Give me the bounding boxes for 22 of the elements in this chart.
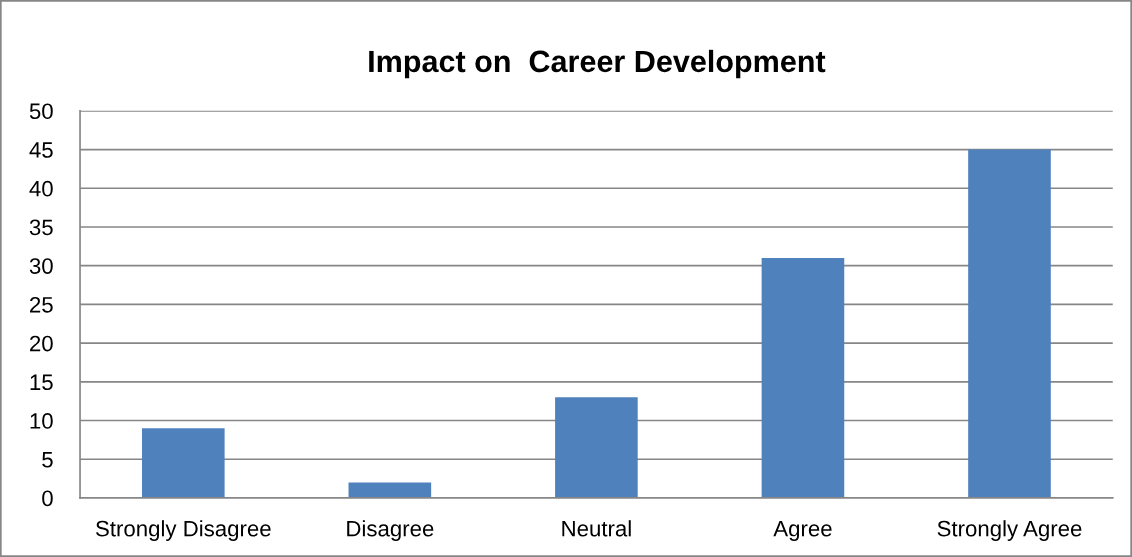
y-tick-label: 20 <box>30 335 53 352</box>
y-tick-label: 0 <box>42 490 53 507</box>
y-tick-label: 45 <box>29 142 53 158</box>
x-tick-label: Strongly Disagree <box>96 520 271 541</box>
x-tick-label: Strongly Agree <box>937 520 1082 541</box>
y-tick-label: 15 <box>30 374 53 391</box>
x-tick-label: Agree <box>773 521 832 541</box>
x-tick-label: Disagree <box>347 520 434 541</box>
bar <box>348 482 432 498</box>
chart-title: Impact on Career Development <box>369 49 826 79</box>
y-tick-label: 5 <box>42 452 53 468</box>
y-tick-label: 25 <box>30 296 53 313</box>
bar <box>968 149 1051 498</box>
y-tick-label: 10 <box>30 413 53 429</box>
y-tick-label: 35 <box>29 219 53 236</box>
bar <box>142 428 225 498</box>
bar <box>555 397 638 498</box>
y-tick-label: 40 <box>29 180 53 197</box>
y-tick-label: 30 <box>29 258 53 274</box>
y-tick-label: 50 <box>29 103 53 120</box>
x-tick-label: Neutral <box>562 520 631 537</box>
bar <box>761 257 845 498</box>
